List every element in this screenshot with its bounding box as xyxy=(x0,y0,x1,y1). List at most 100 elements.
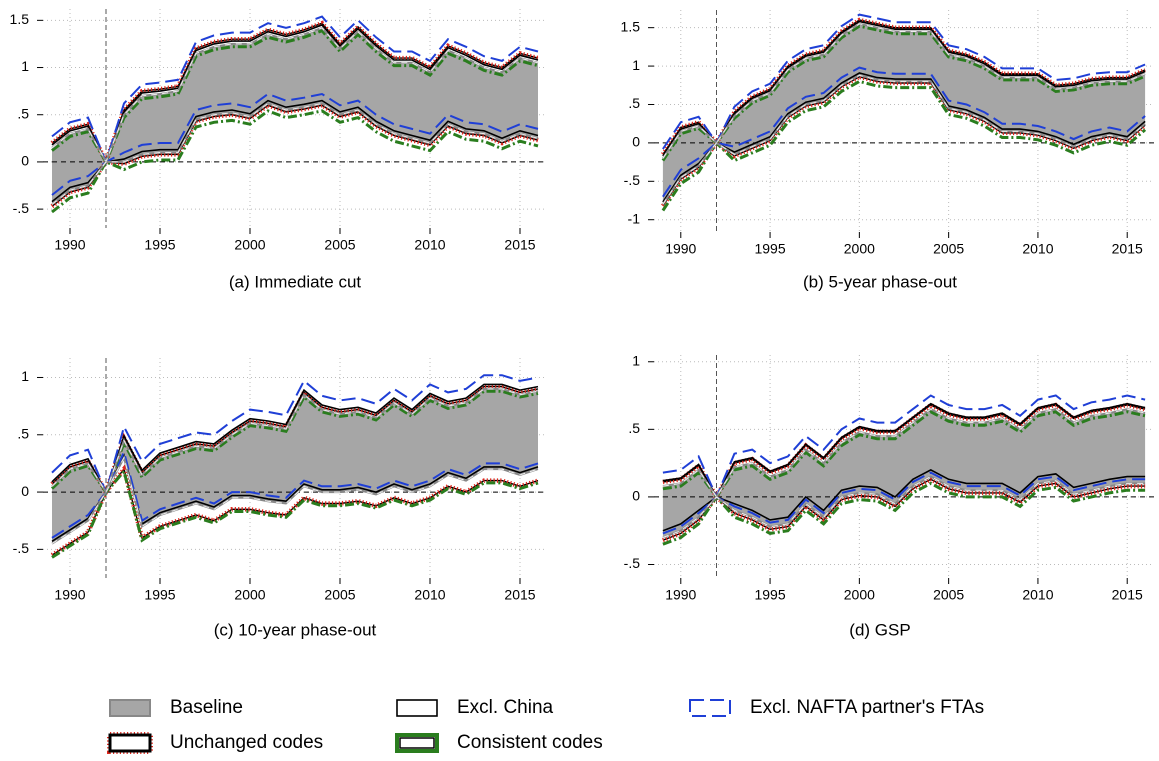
ci-lower-highlight xyxy=(662,74,1146,205)
ci-upper xyxy=(51,374,539,496)
legend-item: Excl. China xyxy=(396,697,554,718)
x-tick-label: 2015 xyxy=(1112,587,1143,603)
ci-upper xyxy=(51,387,539,495)
ci-upper-highlight xyxy=(662,23,1146,159)
panel-title: (c) 10-year phase-out xyxy=(214,620,377,639)
ci-band xyxy=(662,23,1146,205)
legend-item: Baseline xyxy=(109,697,243,718)
x-tick-label: 2010 xyxy=(1022,241,1053,257)
legend-swatch xyxy=(109,699,151,717)
legend-item: Excl. NAFTA partner's FTAs xyxy=(689,697,984,718)
ci-lower xyxy=(662,471,1146,535)
ci-upper xyxy=(662,410,1146,500)
panel: -.5 0 .5 1 1.5 1990 1995 2000 2005 2010 2015 (a) Im… xyxy=(10,9,547,291)
ci-upper xyxy=(662,402,1146,499)
ci-upper xyxy=(50,389,539,496)
y-tick-label: 1.5 xyxy=(621,18,641,34)
ci-upper-core xyxy=(51,385,539,494)
y-tick-label: 1.5 xyxy=(10,11,30,27)
x-tick-label: 2000 xyxy=(234,237,265,253)
x-tick-label: 2005 xyxy=(324,587,355,603)
y-tick-label: -.5 xyxy=(13,200,30,216)
legend-swatch xyxy=(396,699,438,717)
y-tick-label: 1 xyxy=(632,352,640,368)
ci-lower xyxy=(51,109,539,214)
x-tick-label: 2000 xyxy=(844,587,875,603)
ci-lower xyxy=(50,102,539,209)
ci-upper xyxy=(51,28,539,166)
x-tick-label: 2005 xyxy=(933,241,964,257)
x-tick-label: 2010 xyxy=(414,587,445,603)
ci-lower xyxy=(51,99,539,203)
ci-upper-highlight xyxy=(662,408,1146,498)
ci-upper xyxy=(51,15,539,165)
y-tick-label: 0 xyxy=(632,134,640,150)
ci-upper-highlight xyxy=(51,27,539,164)
ci-upper-core xyxy=(662,404,1146,499)
x-tick-label: 2015 xyxy=(504,587,535,603)
x-tick-label: 1990 xyxy=(665,241,696,257)
x-tick-label: 1995 xyxy=(754,587,785,603)
panel-title: (d) GSP xyxy=(849,620,910,639)
legend-label: Excl. China xyxy=(457,697,554,718)
legend-item: Consistent codes xyxy=(395,732,603,753)
y-tick-label: -.5 xyxy=(624,172,641,188)
ci-lower xyxy=(50,464,539,557)
y-tick-label: 1 xyxy=(21,368,29,384)
legend-label: Baseline xyxy=(170,697,243,718)
y-tick-label: 0 xyxy=(632,488,640,504)
y-tick-label: .5 xyxy=(628,420,640,436)
ci-band xyxy=(662,409,1146,538)
panel: -.5 0 .5 1 1990 1995 2000 2005 2010 2015 (c) 10-ye… xyxy=(13,358,547,639)
ci-band xyxy=(52,27,538,205)
ci-upper xyxy=(662,394,1146,500)
ci-lower-highlight xyxy=(51,456,539,545)
ci-lower-highlight xyxy=(51,102,539,205)
ci-upper xyxy=(662,13,1146,150)
ci-lower-core xyxy=(662,478,1146,541)
y-tick-label: 1 xyxy=(632,57,640,73)
y-tick-label: 0 xyxy=(21,153,29,169)
legend-item: Unchanged codes xyxy=(107,732,323,754)
x-tick-label: 2005 xyxy=(933,587,964,603)
y-tick-label: .5 xyxy=(628,95,640,111)
x-tick-label: 2015 xyxy=(1112,241,1143,257)
ci-lower xyxy=(662,468,1146,532)
y-tick-label: -1 xyxy=(628,210,641,226)
y-tick-label: -.5 xyxy=(13,540,30,556)
ci-lower xyxy=(51,92,539,196)
legend-label: Unchanged codes xyxy=(170,732,323,753)
y-tick-label: .5 xyxy=(17,105,29,121)
x-tick-label: 2005 xyxy=(324,237,355,253)
legend-label: Excl. NAFTA partner's FTAs xyxy=(750,697,984,718)
x-tick-label: 1990 xyxy=(54,587,85,603)
legend-swatch-core xyxy=(108,733,152,753)
ci-lower xyxy=(662,72,1146,203)
ci-lower xyxy=(662,481,1146,546)
ci-upper-core xyxy=(51,22,539,164)
y-tick-label: .5 xyxy=(17,425,29,441)
panel-title: (a) Immediate cut xyxy=(229,272,362,291)
ci-upper xyxy=(661,24,1146,162)
ci-upper-core xyxy=(662,19,1146,155)
x-tick-label: 1995 xyxy=(144,237,175,253)
x-tick-label: 2010 xyxy=(414,237,445,253)
legend-label: Consistent codes xyxy=(457,732,603,753)
x-tick-label: 1990 xyxy=(54,237,85,253)
legend-swatch-core xyxy=(399,737,435,749)
x-tick-label: 1995 xyxy=(754,241,785,257)
ci-lower xyxy=(661,74,1147,208)
panel: -1 -.5 0 .5 1 1.5 1990 1995 2000 2005 2010 2015 (b) … xyxy=(621,10,1154,291)
y-tick-label: 1 xyxy=(21,58,29,74)
y-tick-label: 0 xyxy=(21,483,29,499)
legend-swatch xyxy=(689,699,731,717)
ci-lower xyxy=(662,66,1146,198)
x-tick-label: 1995 xyxy=(144,587,175,603)
x-tick-label: 2010 xyxy=(1022,587,1053,603)
panel-title: (b) 5-year phase-out xyxy=(803,272,957,291)
x-tick-label: 1990 xyxy=(665,587,696,603)
ci-upper xyxy=(662,20,1146,157)
panel: -.5 0 .5 1 1990 1995 2000 2005 2010 2015 (d) GSP xyxy=(624,352,1154,639)
ci-lower-highlight xyxy=(662,476,1146,538)
